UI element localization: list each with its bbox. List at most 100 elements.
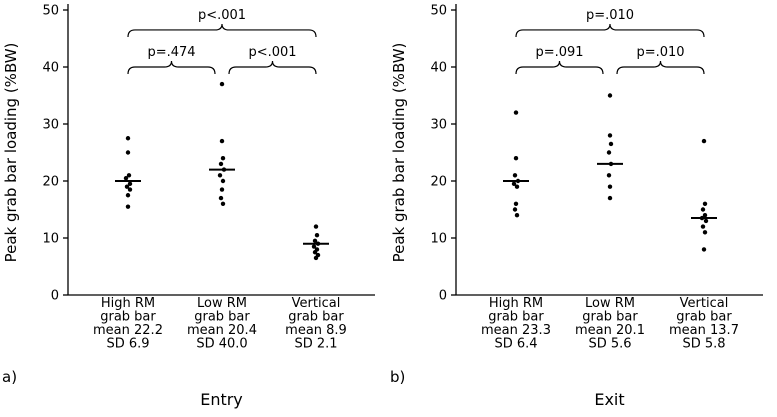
data-point (127, 181, 133, 187)
data-point (313, 255, 319, 261)
category-label-line: grab bar (288, 310, 344, 325)
y-axis-label: Peak grab bar loading (%BW) (2, 43, 20, 263)
data-point (125, 204, 131, 209)
category-label-line: grab bar (676, 310, 732, 325)
data-point (607, 133, 613, 138)
data-point (218, 161, 224, 167)
data-point (126, 173, 132, 178)
data-point (127, 187, 133, 192)
panel-exit: 0 10 20 30 40 50 Peak grab bar loading (%BW) Hi… (388, 0, 776, 417)
category-label-line: mean 13.7 (669, 323, 739, 338)
data-point (124, 184, 130, 189)
y-tick-label: 10 (430, 232, 447, 247)
p-value-label: p=.010 (636, 45, 684, 60)
data-point (125, 193, 131, 198)
y-tick-label: 30 (430, 118, 447, 133)
category-label-line: Low RM (585, 296, 635, 311)
data-point (218, 195, 224, 201)
y-tick-label: 20 (42, 175, 59, 190)
data-point (219, 187, 225, 192)
chart-canvas-entry: 0 10 20 30 40 50 Peak grab bar loading (%BW) Hi… (2, 4, 375, 352)
data-point (700, 207, 706, 212)
data-point (606, 150, 612, 155)
y-tick-label: 0 (439, 289, 447, 304)
category-label-line: Low RM (197, 296, 247, 311)
panel-entry: 0 10 20 30 40 50 Peak grab bar loading (%BW) Hi… (0, 0, 388, 417)
y-tick-label: 0 (51, 289, 59, 304)
y-tick-label: 50 (430, 4, 447, 19)
data-point (217, 173, 223, 178)
data-point (512, 207, 518, 212)
category-label-line: SD 40.0 (196, 337, 247, 352)
significance-bracket (515, 60, 604, 75)
data-point (514, 213, 520, 218)
y-tick-label: 20 (430, 175, 447, 190)
panel-tag-b: b) (390, 368, 406, 386)
data-point (311, 244, 317, 249)
data-point (312, 250, 318, 255)
category-label-line: High RM (101, 296, 155, 311)
data-point (125, 150, 131, 155)
category-label-line: mean 23.3 (481, 323, 551, 338)
data-point (220, 156, 226, 161)
data-point (512, 173, 518, 178)
y-tick-label: 40 (430, 61, 447, 76)
data-point (608, 141, 614, 147)
data-point (513, 110, 519, 115)
p-value-label: p=.010 (586, 8, 634, 23)
category-label-line: mean 20.4 (187, 323, 257, 338)
category-label-line: Vertical (292, 296, 341, 311)
significance-bracket (127, 60, 216, 75)
data-point (607, 184, 613, 189)
panel-tag-a: a) (2, 368, 18, 386)
data-point (703, 218, 709, 224)
category-label-line: grab bar (488, 310, 544, 325)
data-point (606, 173, 612, 178)
data-point (514, 184, 520, 189)
data-point (313, 224, 319, 229)
category-label-line: mean 20.1 (575, 323, 645, 338)
category-label-line: SD 5.6 (588, 337, 631, 352)
data-point (219, 138, 225, 144)
data-point (702, 201, 708, 206)
y-axis-label: Peak grab bar loading (%BW) (390, 43, 408, 263)
data-point (125, 136, 131, 141)
data-point (220, 178, 226, 184)
category-label-line: grab bar (100, 310, 156, 325)
data-point (700, 224, 706, 229)
data-point (701, 138, 707, 144)
y-tick-label: 40 (42, 61, 59, 76)
data-point (607, 93, 613, 98)
category-label-line: mean 8.9 (285, 323, 347, 338)
data-point (511, 181, 517, 187)
data-point (312, 238, 318, 244)
y-tick-label: 50 (42, 4, 59, 19)
significance-bracket (228, 60, 317, 75)
category-label-line: grab bar (582, 310, 638, 325)
data-point (123, 175, 129, 181)
data-point (607, 195, 613, 201)
p-value-label: p<.001 (248, 45, 296, 60)
data-point (701, 247, 707, 252)
significance-bracket (515, 23, 705, 37)
data-point (513, 201, 519, 206)
significance-bracket (616, 60, 705, 75)
data-point (702, 213, 708, 218)
data-point (219, 81, 225, 87)
category-label-line: SD 5.8 (682, 337, 725, 352)
y-tick-label: 10 (42, 232, 59, 247)
category-label-line: mean 22.2 (93, 323, 163, 338)
data-point (702, 230, 708, 235)
data-point (220, 201, 226, 206)
p-value-label: p=.474 (147, 45, 195, 60)
y-tick-label: 30 (42, 118, 59, 133)
significance-bracket (127, 23, 317, 37)
category-label-line: SD 2.1 (294, 337, 337, 352)
category-label-line: SD 6.4 (494, 337, 537, 352)
x-axis-title-exit: Exit (594, 390, 625, 409)
data-point (314, 232, 320, 238)
p-value-label: p=.091 (535, 45, 583, 60)
category-label-line: grab bar (194, 310, 250, 325)
chart-canvas-exit: 0 10 20 30 40 50 Peak grab bar loading (%BW) Hi… (390, 4, 763, 352)
